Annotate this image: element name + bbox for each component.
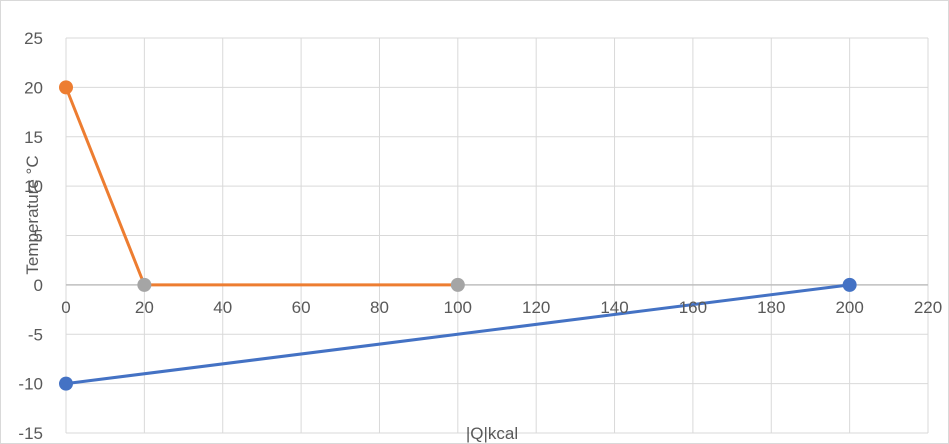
x-tick-label: 0: [61, 298, 70, 317]
series-1-point: [59, 376, 73, 391]
y-tick-label: -10: [18, 375, 43, 394]
y-tick-label: 10: [24, 177, 43, 196]
y-tick-label: 20: [24, 78, 43, 97]
series-0-point: [137, 277, 152, 292]
x-tick-label: 40: [213, 298, 232, 317]
x-tick-label: 80: [370, 298, 389, 317]
y-tick-label: -15: [18, 424, 43, 443]
series-0-point: [450, 277, 465, 292]
x-tick-label: 220: [914, 298, 942, 317]
x-tick-label: 100: [444, 298, 472, 317]
x-tick-label: 180: [757, 298, 785, 317]
y-tick-label: 5: [34, 227, 43, 246]
x-tick-label: 140: [600, 298, 628, 317]
y-tick-label: -5: [28, 325, 43, 344]
x-tick-label: 200: [835, 298, 863, 317]
y-axis-title: Temperature °C: [23, 155, 42, 274]
x-tick-label: 160: [679, 298, 707, 317]
y-tick-label: 0: [34, 276, 43, 295]
x-tick-label: 20: [135, 298, 154, 317]
x-tick-label: 120: [522, 298, 550, 317]
series-0-point: [59, 80, 73, 95]
x-axis-title: |Q|kcal: [466, 424, 518, 443]
gridlines: [65, 37, 929, 434]
series-1-point: [842, 277, 857, 292]
y-tick-label: 15: [24, 128, 43, 147]
series-1-line: [65, 283, 850, 386]
data-markers: [59, 80, 857, 391]
tick-labels: 0 20 40 60 80 100 120 140 160 180 200 220 25 20 15 10 5 0…: [18, 29, 942, 443]
y-tick-label: 25: [24, 29, 43, 48]
x-tick-label: 60: [292, 298, 311, 317]
